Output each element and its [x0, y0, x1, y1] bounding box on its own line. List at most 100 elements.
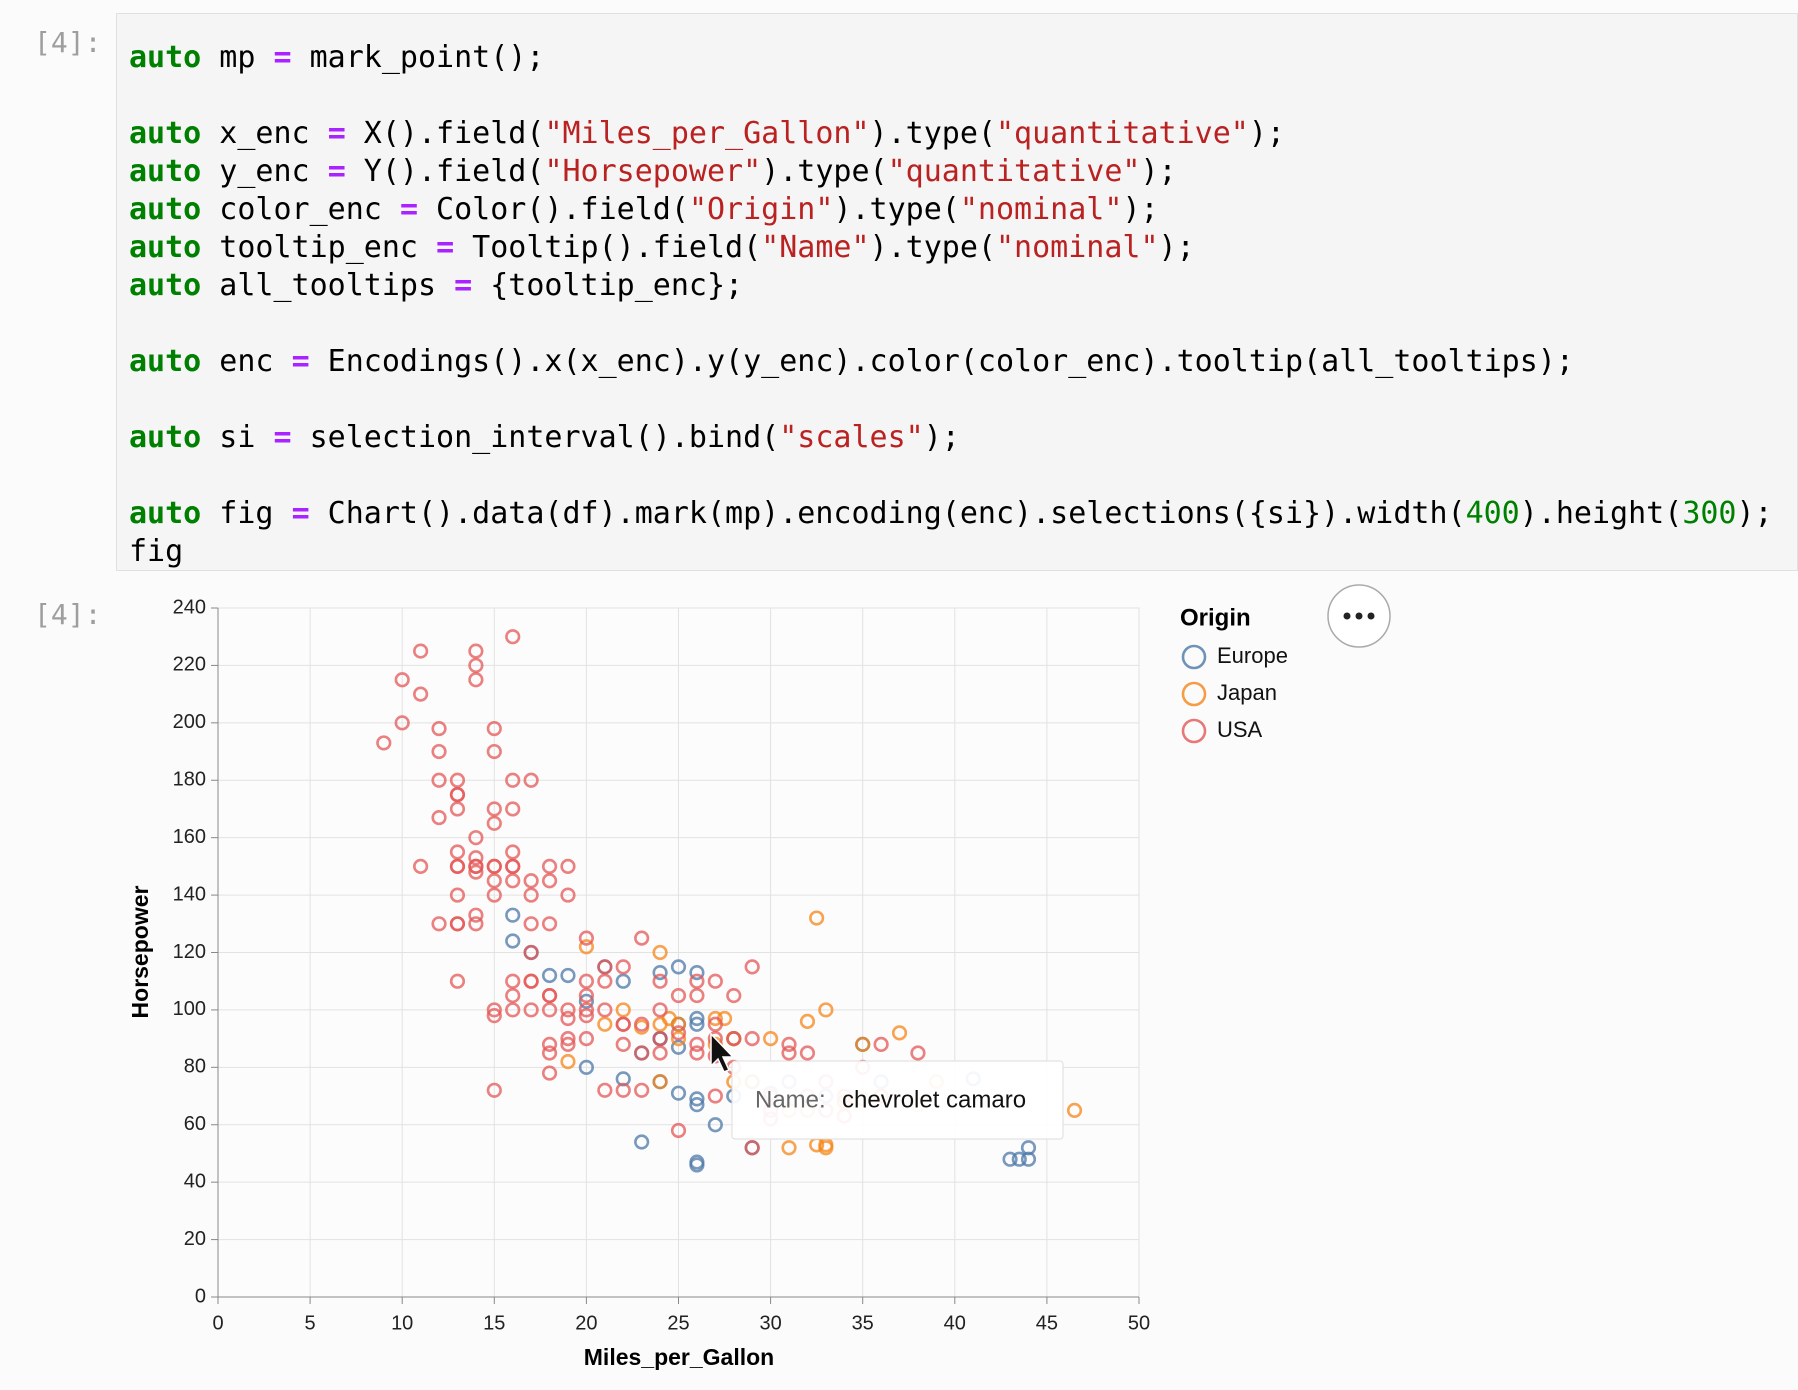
point	[615, 1016, 631, 1032]
point	[707, 1016, 723, 1032]
point	[523, 887, 539, 903]
point	[376, 735, 392, 751]
point	[726, 1031, 742, 1047]
point	[468, 864, 484, 880]
x-tick-label: 15	[483, 1312, 505, 1334]
point	[541, 873, 558, 889]
point	[468, 858, 484, 874]
point	[836, 1094, 852, 1110]
code-token: tooltip_enc	[201, 230, 437, 265]
point	[652, 1031, 668, 1047]
point	[744, 1140, 760, 1156]
point	[1020, 1151, 1037, 1167]
point	[449, 772, 466, 788]
y-tick-label: 240	[173, 596, 206, 618]
point	[431, 916, 447, 932]
point	[523, 944, 539, 961]
code-token: auto	[129, 230, 202, 265]
code-line: auto mp = mark_point();	[129, 39, 1797, 77]
code-cell[interactable]: auto mp = mark_point(); auto x_enc = X().…	[116, 13, 1798, 571]
code-token: "scales"	[779, 420, 924, 455]
plot-area	[217, 607, 1140, 1298]
point	[615, 1016, 631, 1032]
code-token: ).type(	[869, 116, 996, 151]
point	[541, 858, 558, 874]
point	[560, 887, 576, 903]
code-line: auto enc = Encodings().x(x_enc).y(y_enc)…	[129, 343, 1797, 381]
point	[1020, 1140, 1037, 1156]
point	[818, 1137, 834, 1153]
point	[523, 1002, 539, 1018]
code-line	[129, 457, 1797, 495]
code-token: );	[1140, 154, 1177, 189]
legend-title: Origin	[1180, 604, 1251, 631]
point	[809, 1137, 825, 1153]
point	[413, 686, 429, 702]
point	[689, 1010, 705, 1027]
point	[781, 1036, 797, 1052]
y-tick-label: 160	[173, 826, 206, 848]
point	[910, 1097, 926, 1113]
code-token: ).type(	[869, 230, 996, 265]
code-token: "nominal"	[995, 230, 1159, 265]
point	[781, 1102, 797, 1118]
code-line	[129, 77, 1797, 115]
point	[818, 1074, 834, 1090]
point	[449, 787, 466, 803]
point	[523, 973, 539, 989]
point	[744, 959, 760, 975]
code-token: auto	[129, 154, 202, 189]
point	[707, 1031, 723, 1047]
actions-menu-button[interactable]	[1327, 584, 1391, 648]
point	[486, 887, 502, 903]
point	[1011, 1151, 1027, 1167]
point	[431, 743, 447, 760]
point	[431, 772, 447, 788]
point	[965, 1071, 981, 1087]
point	[726, 1088, 742, 1104]
point	[597, 959, 613, 975]
point	[652, 1074, 668, 1090]
code-token: Y().field(	[345, 154, 545, 189]
code-token: );	[1736, 496, 1773, 531]
code-line: auto color_enc = Color().field("Origin")…	[129, 191, 1797, 229]
point	[523, 973, 539, 989]
menu-dot	[1343, 612, 1351, 620]
code-token: );	[1158, 230, 1195, 265]
point	[744, 1140, 760, 1156]
y-tick-label: 200	[173, 711, 206, 733]
point	[560, 1031, 576, 1047]
point	[670, 959, 687, 975]
code-token: Chart().data(df).mark(mp).encoding(enc).…	[309, 496, 1466, 531]
code-line: auto y_enc = Y().field("Horsepower").typ…	[129, 153, 1797, 191]
point	[836, 1088, 852, 1104]
point	[855, 1036, 871, 1052]
code-token: auto	[129, 40, 202, 75]
point	[505, 987, 521, 1004]
code-token: mp	[201, 40, 274, 75]
code-token: );	[1248, 116, 1285, 151]
point	[597, 1082, 613, 1098]
point	[560, 1002, 576, 1018]
point	[523, 944, 539, 961]
point	[652, 964, 668, 981]
point	[505, 873, 521, 889]
point	[486, 1008, 502, 1024]
point	[781, 1045, 797, 1061]
point	[505, 772, 521, 788]
point	[486, 1002, 502, 1018]
point	[505, 858, 521, 874]
point	[413, 643, 429, 659]
code-token: =	[291, 496, 310, 531]
point	[634, 1016, 650, 1032]
code-line	[129, 381, 1797, 419]
point	[505, 629, 521, 645]
point	[855, 1036, 871, 1052]
code-token: =	[291, 344, 310, 379]
code-token: mark_point();	[291, 40, 545, 75]
point	[652, 1016, 668, 1032]
point	[873, 1088, 889, 1104]
point	[541, 1036, 558, 1052]
code-token: enc	[201, 344, 292, 379]
code-token: Color().field(	[418, 192, 689, 227]
